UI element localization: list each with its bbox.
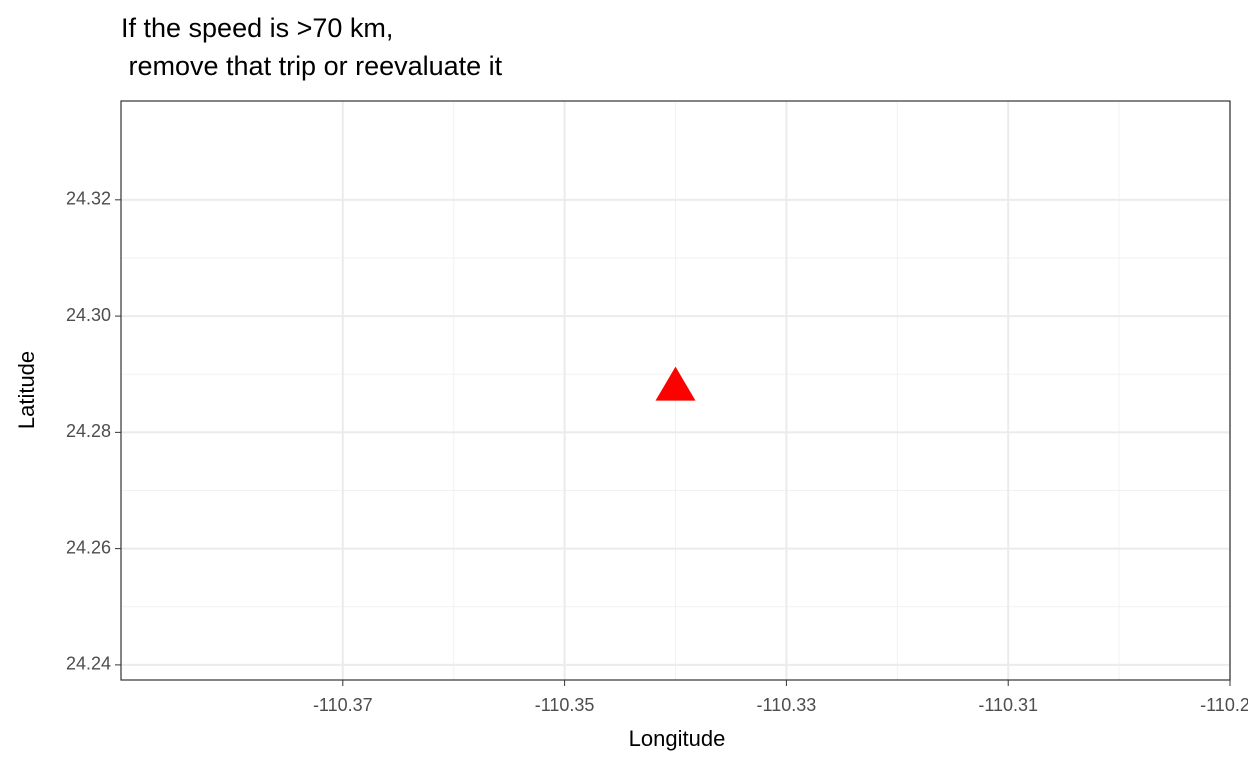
y-tick-label: 24.30 xyxy=(66,305,111,325)
x-axis-title: Longitude xyxy=(629,726,726,751)
y-tick-label: 24.26 xyxy=(66,537,111,557)
chart-title-line: remove that trip or reevaluate it xyxy=(121,51,503,81)
y-tick-label: 24.32 xyxy=(66,189,111,209)
x-tick-label: -110.37 xyxy=(313,695,373,715)
panel-border xyxy=(120,100,1231,681)
x-tick-label: -110.29 xyxy=(1200,695,1248,715)
point xyxy=(655,366,696,401)
x-tick-label: -110.33 xyxy=(757,695,817,715)
chart-title-line: If the speed is >70 km, xyxy=(121,13,393,43)
y-tick-label: 24.28 xyxy=(66,421,111,441)
y-tick-label: 24.24 xyxy=(66,654,111,674)
x-tick-label: -110.31 xyxy=(978,695,1038,715)
x-tick-label: -110.35 xyxy=(535,695,595,715)
y-axis-title: Latitude xyxy=(14,351,39,429)
